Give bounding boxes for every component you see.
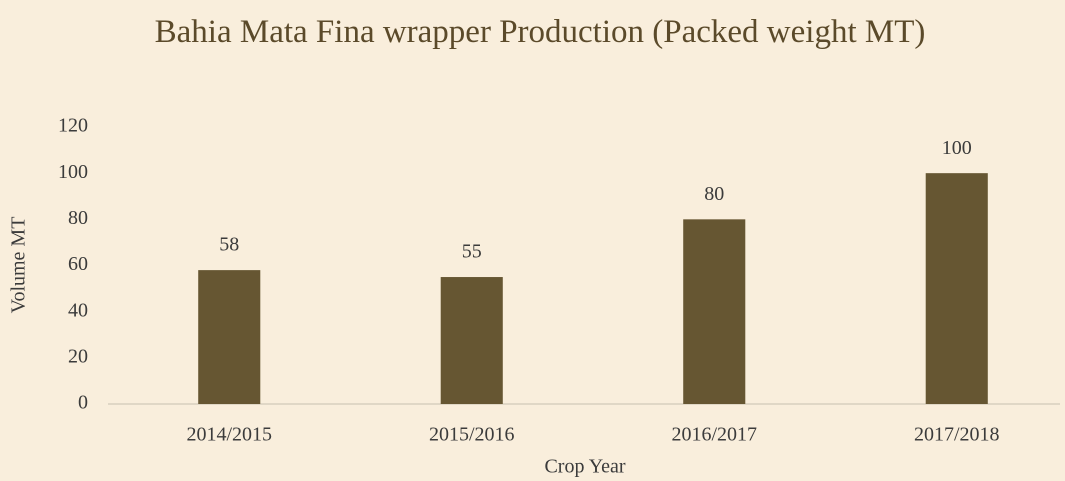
bar xyxy=(440,277,503,404)
y-tick-label: 60 xyxy=(68,253,88,275)
bar xyxy=(198,270,261,404)
x-tick-label: 2017/2018 xyxy=(914,424,1000,446)
y-tick-label: 40 xyxy=(68,299,88,321)
y-tick-label: 80 xyxy=(68,207,88,229)
y-tick-label: 120 xyxy=(58,115,88,137)
data-label: 100 xyxy=(942,137,972,159)
x-tick-label: 2014/2015 xyxy=(186,424,272,446)
y-tick-label: 0 xyxy=(78,392,88,414)
y-axis-label: Volume MT xyxy=(8,217,30,314)
data-label: 80 xyxy=(704,183,724,205)
chart-title: Bahia Mata Fina wrapper Production (Pack… xyxy=(154,14,926,50)
data-label: 55 xyxy=(462,241,482,263)
y-tick-label: 20 xyxy=(68,345,88,367)
data-label: 58 xyxy=(219,234,239,256)
x-axis-label: Crop Year xyxy=(544,456,625,478)
bar xyxy=(925,173,988,404)
x-tick-label: 2016/2017 xyxy=(671,424,757,446)
x-tick-label: 2015/2016 xyxy=(429,424,515,446)
bar xyxy=(683,219,746,404)
y-tick-label: 100 xyxy=(58,161,88,183)
